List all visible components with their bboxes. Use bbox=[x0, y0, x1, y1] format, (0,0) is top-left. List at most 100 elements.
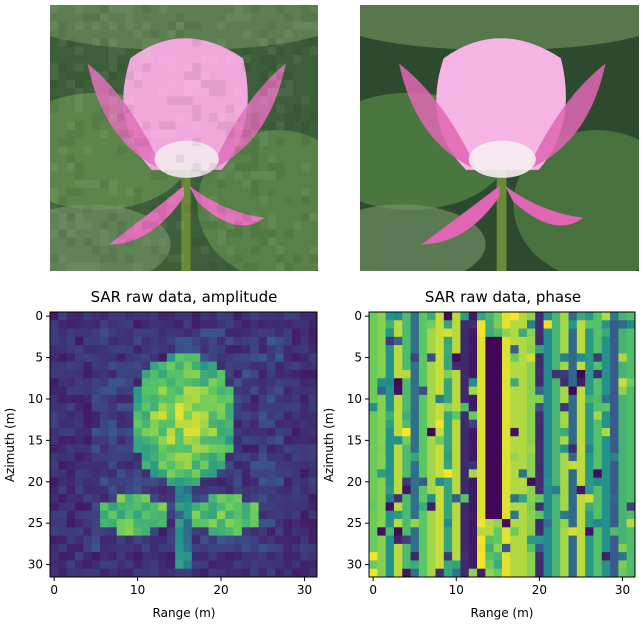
amplitude-cell bbox=[50, 552, 59, 561]
amplitude-cell bbox=[116, 403, 126, 412]
amplitude-cell bbox=[200, 461, 209, 470]
phase-cell bbox=[568, 510, 578, 520]
amplitude-cell bbox=[208, 312, 218, 321]
amplitude-cell bbox=[116, 461, 126, 470]
amplitude-cell bbox=[150, 427, 159, 437]
phase-cell bbox=[593, 320, 603, 329]
amplitude-cell bbox=[300, 543, 310, 553]
phase-cell bbox=[460, 320, 470, 329]
amplitude-cell bbox=[241, 469, 251, 479]
amplitude-cell bbox=[191, 419, 201, 429]
phase-cell bbox=[518, 535, 528, 545]
phase-cell bbox=[418, 469, 428, 479]
phase-cell bbox=[502, 328, 511, 338]
amplitude-cell bbox=[283, 378, 293, 387]
phase-cell bbox=[452, 494, 461, 503]
amplitude-cell bbox=[258, 535, 268, 545]
phase-cell bbox=[460, 560, 470, 570]
amplitude-cell bbox=[58, 419, 68, 429]
phase-cell bbox=[443, 510, 453, 520]
phase-cell bbox=[485, 403, 495, 412]
phase-cell bbox=[526, 411, 536, 421]
amplitude-cell bbox=[258, 345, 268, 354]
amplitude-cell bbox=[216, 560, 226, 570]
amplitude-cell bbox=[275, 328, 285, 338]
phase-cell bbox=[551, 535, 561, 545]
phase-cell bbox=[593, 494, 603, 503]
phase-cell bbox=[618, 419, 628, 429]
amplitude-cell bbox=[216, 345, 226, 354]
amplitude-cell bbox=[216, 527, 226, 536]
phase-cell bbox=[535, 461, 544, 470]
phase-cell bbox=[551, 477, 561, 487]
amplitude-cell bbox=[158, 411, 168, 421]
phase-cell bbox=[443, 328, 453, 338]
amplitude-cell bbox=[133, 320, 143, 329]
phase-cell bbox=[393, 494, 403, 503]
amplitude-cell bbox=[250, 394, 259, 404]
amplitude-cell bbox=[83, 494, 93, 503]
amplitude-cell bbox=[258, 353, 268, 363]
phase-cell bbox=[385, 535, 395, 545]
phase-cell bbox=[502, 560, 511, 570]
amplitude-cell bbox=[75, 560, 84, 570]
phase-cell bbox=[418, 336, 428, 346]
amplitude-cell bbox=[225, 411, 234, 421]
amplitude-cell bbox=[225, 502, 234, 512]
phase-cell bbox=[543, 519, 553, 528]
amplitude-cell bbox=[58, 469, 68, 479]
amplitude-cell bbox=[58, 378, 68, 387]
phase-cell bbox=[377, 336, 387, 346]
amplitude-cell bbox=[116, 444, 126, 454]
phase-cell bbox=[551, 502, 561, 512]
amplitude-cell bbox=[175, 353, 184, 363]
amplitude-cell bbox=[291, 494, 301, 503]
amplitude-cell bbox=[175, 527, 184, 536]
phase-cell bbox=[385, 345, 395, 354]
amplitude-cell bbox=[250, 353, 259, 363]
phase-cell bbox=[535, 345, 544, 354]
amplitude-cell bbox=[183, 485, 193, 495]
amplitude-cell bbox=[58, 427, 68, 437]
phase-cell bbox=[410, 328, 420, 338]
phase-cell bbox=[543, 345, 553, 354]
amplitude-cell bbox=[191, 502, 201, 512]
lotus-bloom bbox=[436, 38, 566, 170]
phase-cell bbox=[418, 394, 428, 404]
amplitude-cell bbox=[266, 361, 276, 371]
phase-cell bbox=[410, 510, 420, 520]
amplitude-cell bbox=[83, 552, 93, 561]
amplitude-cell bbox=[66, 328, 76, 338]
amplitude-cell bbox=[258, 444, 268, 454]
phase-cell bbox=[518, 361, 528, 371]
phase-cell bbox=[493, 469, 503, 479]
amplitude-cell bbox=[250, 312, 259, 321]
phase-cell bbox=[593, 328, 603, 338]
amplitude-cell bbox=[58, 328, 68, 338]
phase-cell bbox=[493, 519, 503, 528]
phase-cell bbox=[477, 336, 486, 346]
phase-cell bbox=[443, 312, 453, 321]
phase-cell bbox=[618, 469, 628, 479]
amplitude-cell bbox=[108, 336, 118, 346]
phase-cell bbox=[418, 411, 428, 421]
amplitude-cell bbox=[100, 328, 109, 338]
phase-cell bbox=[402, 494, 411, 503]
amplitude-cell bbox=[50, 320, 59, 329]
amplitude-cell bbox=[266, 436, 276, 445]
amplitude-cell bbox=[216, 444, 226, 454]
phase-cell bbox=[410, 477, 420, 487]
amplitude-cell bbox=[266, 336, 276, 346]
amplitude-cell bbox=[216, 494, 226, 503]
phase-cell bbox=[560, 510, 569, 520]
phase-cell bbox=[477, 568, 486, 578]
phase-cell bbox=[610, 461, 619, 470]
phase-cell bbox=[369, 361, 378, 371]
amplitude-cell bbox=[100, 560, 109, 570]
phase-cell bbox=[427, 378, 436, 387]
amplitude-cell bbox=[233, 444, 243, 454]
phase-cell bbox=[435, 386, 445, 396]
amplitude-cell bbox=[250, 527, 259, 536]
phase-cell bbox=[518, 502, 528, 512]
phase-cell bbox=[427, 527, 436, 536]
